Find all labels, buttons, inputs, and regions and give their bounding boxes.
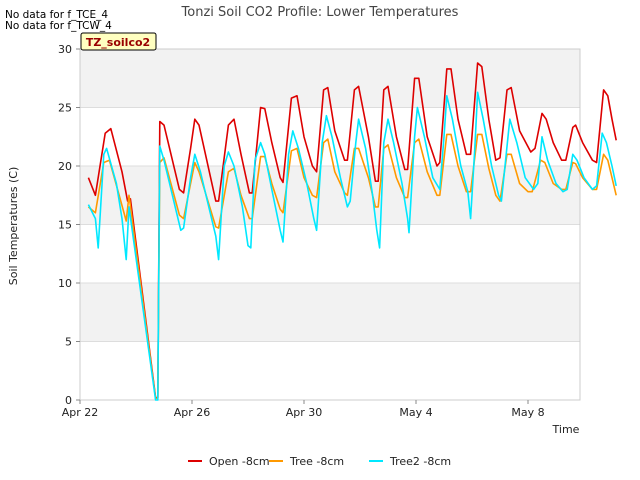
x-tick-label: May 8: [511, 406, 544, 419]
background-band: [80, 166, 580, 225]
x-tick-label: Apr 26: [174, 406, 211, 419]
series-line-1: [87, 62, 617, 399]
x-axis-ticks: Apr 22 Apr 26 Apr 30 May 4 May 8: [62, 400, 545, 419]
plot-background-bands: [80, 49, 580, 342]
no-data-note-2: No data for f_TCW_4: [5, 20, 112, 32]
legend: Open -8cm Tree -8cm Tree2 -8cm: [188, 455, 451, 468]
y-tick-label: 25: [58, 102, 72, 115]
x-tick-label: Apr 30: [286, 406, 323, 419]
legend-label-2: Tree -8cm: [289, 455, 344, 468]
background-band: [80, 283, 580, 342]
y-tick-label: 5: [65, 336, 72, 349]
y-tick-label: 10: [58, 277, 72, 290]
y-tick-label: 0: [65, 394, 72, 407]
legend-label-1: Open -8cm: [209, 455, 270, 468]
x-tick-label: Apr 22: [62, 406, 99, 419]
y-axis-label: Soil Temperatures (C): [7, 167, 20, 286]
y-tick-label: 20: [58, 160, 72, 173]
series-lines: [87, 62, 617, 401]
legend-label-3: Tree2 -8cm: [389, 455, 451, 468]
no-data-note-1: No data for f_TCE_4: [5, 9, 109, 21]
x-axis-label: Time: [552, 423, 580, 436]
y-axis-ticks: 0 5 10 15 20 25 30: [58, 43, 80, 407]
chart-title: Tonzi Soil CO2 Profile: Lower Temperatur…: [181, 5, 459, 20]
y-tick-label: 15: [58, 219, 72, 232]
series-line-3: [87, 91, 617, 401]
site-badge-label: TZ_soilco2: [86, 36, 150, 49]
site-badge: TZ_soilco2: [80, 32, 157, 51]
y-tick-label: 30: [58, 43, 72, 56]
x-tick-label: May 4: [399, 406, 432, 419]
